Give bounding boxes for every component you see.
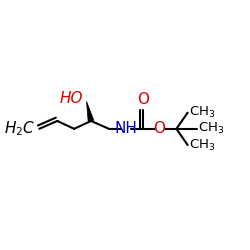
Polygon shape: [86, 102, 94, 121]
Text: O: O: [137, 92, 149, 108]
Text: O: O: [154, 121, 166, 136]
Text: H$_2$C: H$_2$C: [4, 120, 36, 138]
Text: CH$_3$: CH$_3$: [189, 138, 216, 153]
Text: NH: NH: [115, 121, 138, 136]
Text: CH$_3$: CH$_3$: [198, 121, 225, 136]
Text: CH$_3$: CH$_3$: [189, 104, 216, 120]
Text: HO: HO: [60, 91, 84, 106]
